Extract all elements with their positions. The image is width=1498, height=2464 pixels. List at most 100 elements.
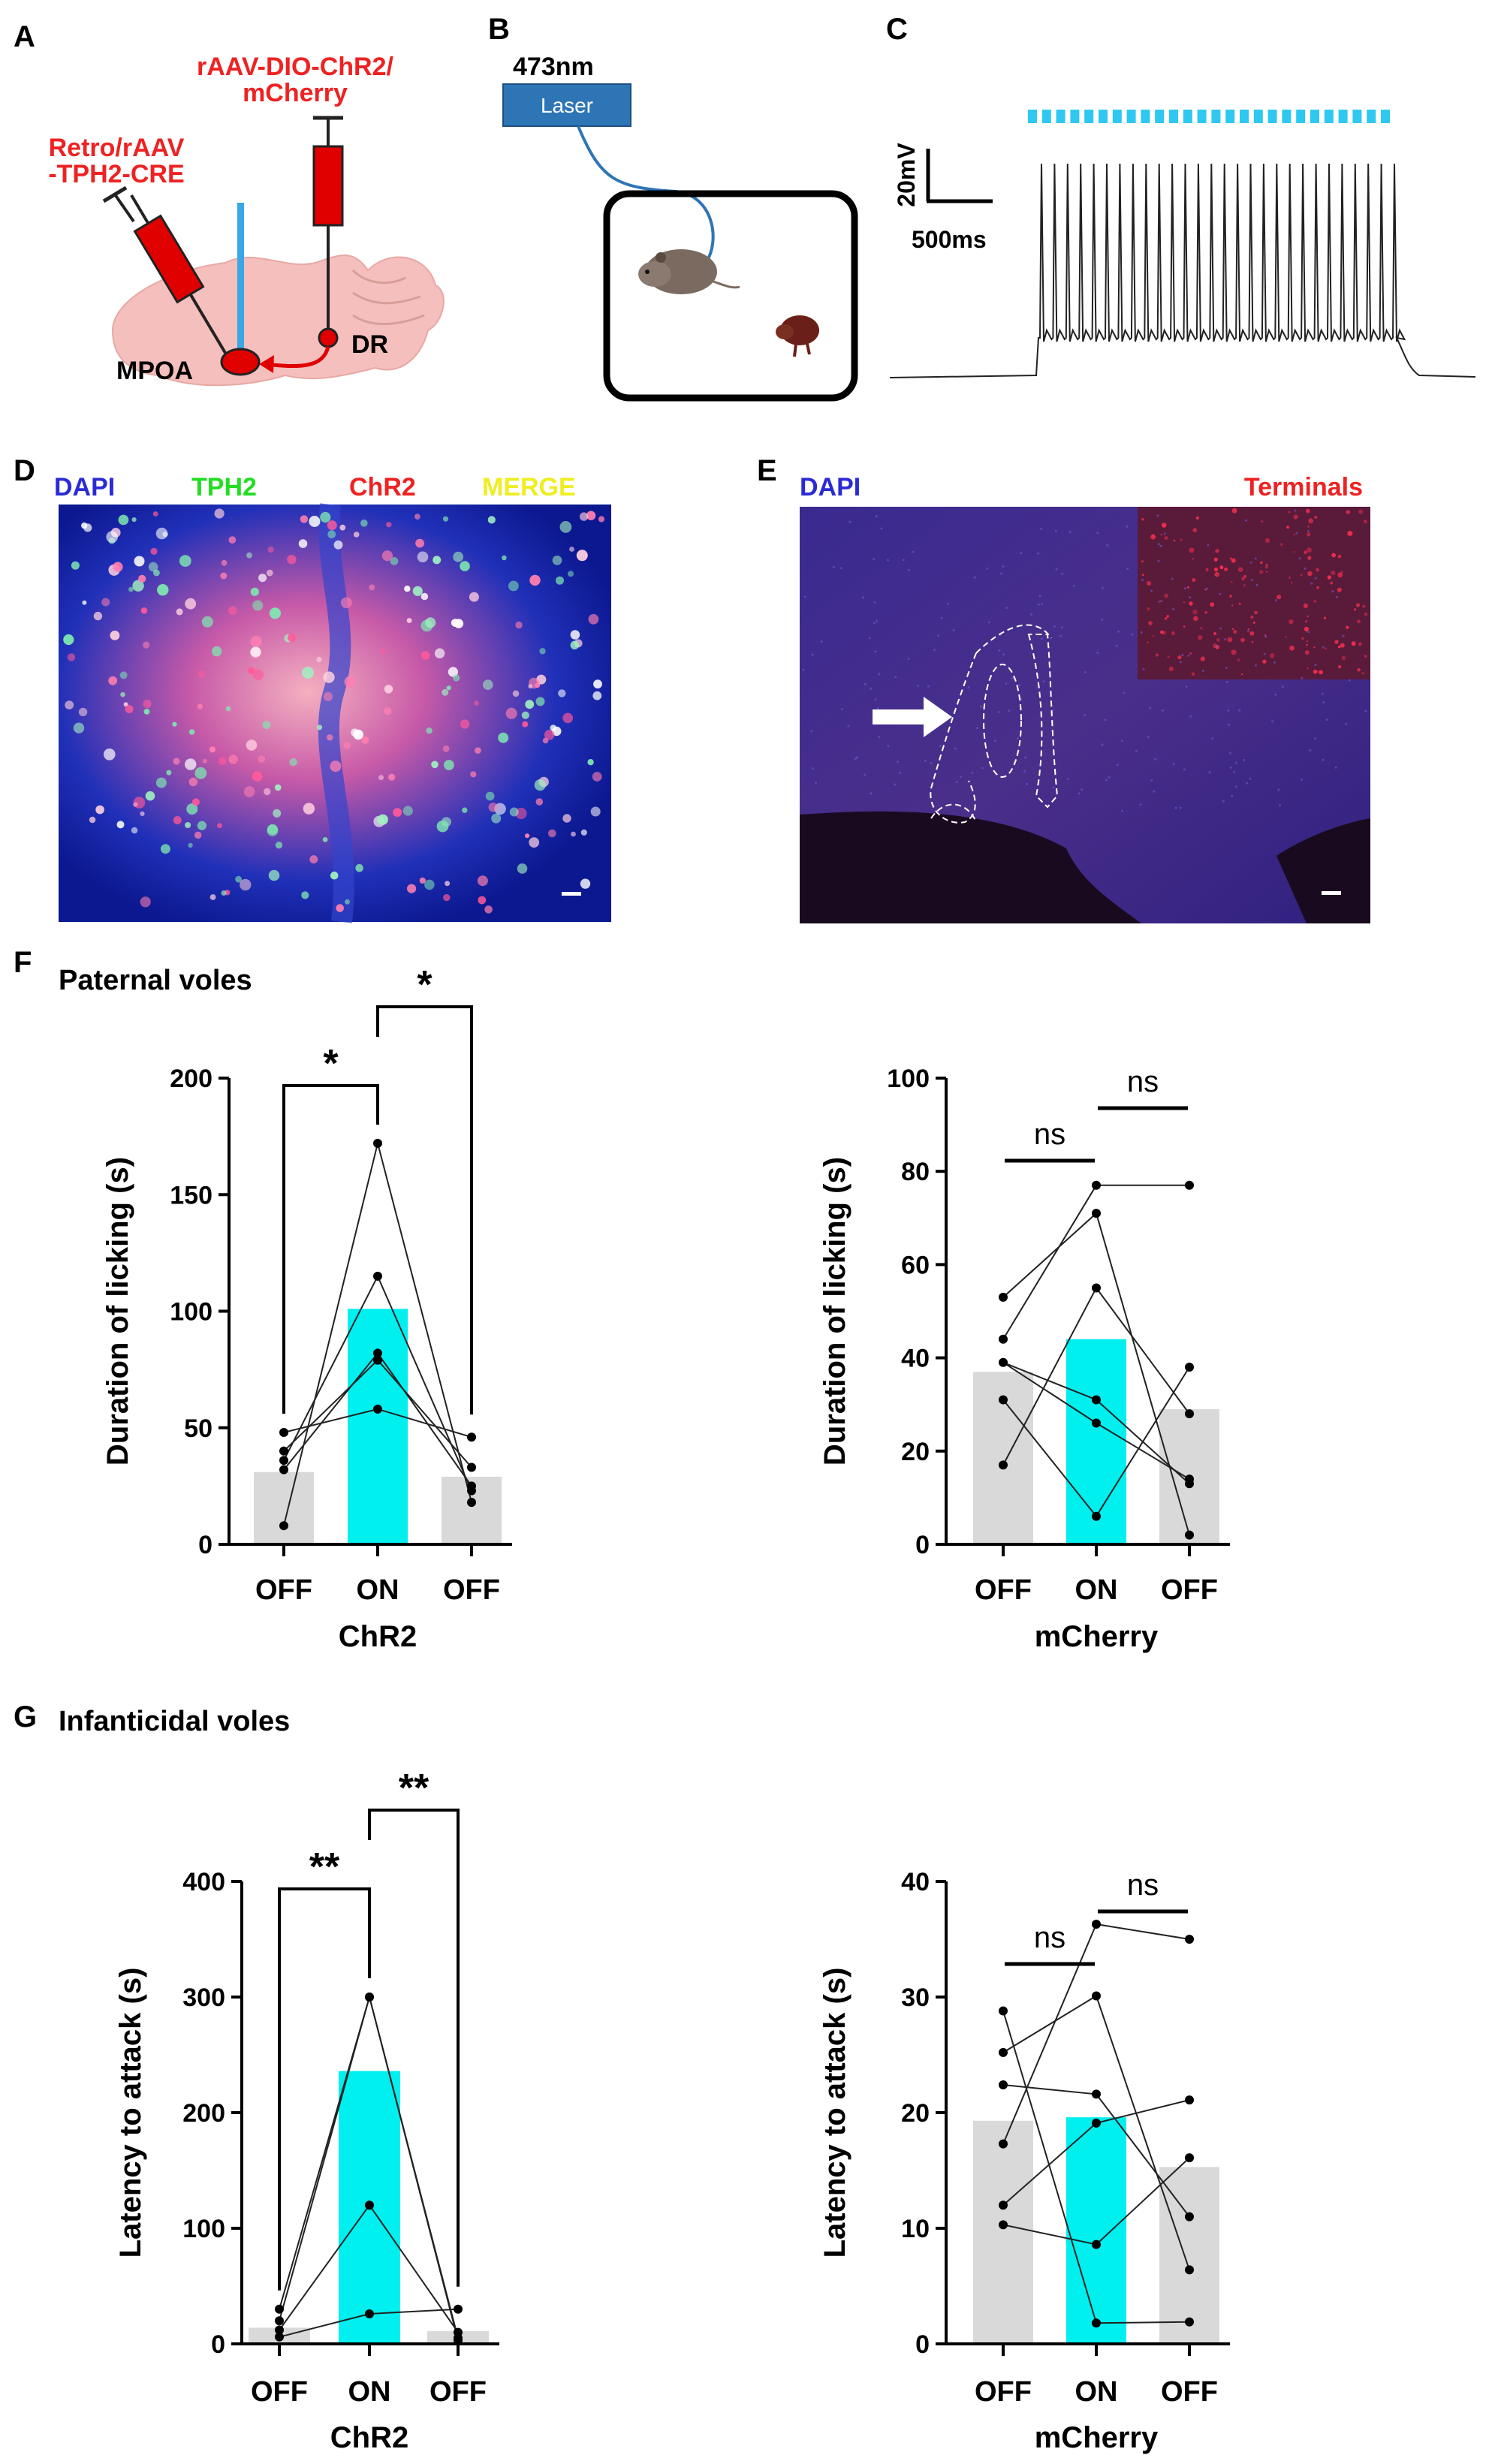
nucleus-dot bbox=[894, 783, 897, 786]
laser-pulse bbox=[1112, 110, 1122, 123]
nucleus-dot bbox=[855, 756, 858, 759]
terminal-punctum bbox=[1147, 607, 1150, 611]
location-arrow-icon bbox=[873, 697, 952, 737]
cell-body bbox=[558, 689, 566, 697]
nucleus-dot bbox=[1078, 792, 1081, 795]
terminal-punctum bbox=[1224, 567, 1228, 571]
significance-bracket bbox=[282, 1084, 379, 1414]
data-point bbox=[999, 1395, 1008, 1405]
cell-body bbox=[197, 670, 206, 678]
cell-body bbox=[228, 755, 238, 764]
terminal-punctum bbox=[1304, 650, 1310, 655]
nucleus-dot bbox=[924, 759, 927, 762]
y-tick-label: 100 bbox=[170, 1298, 212, 1327]
scale-time-label: 500ms bbox=[912, 226, 987, 253]
terminal-punctum bbox=[1164, 536, 1168, 540]
terminal-punctum bbox=[1195, 516, 1200, 520]
y-axis-label: Duration of licking (s) bbox=[101, 1157, 134, 1465]
nucleus-dot bbox=[1342, 634, 1345, 637]
terminal-punctum bbox=[1316, 670, 1319, 673]
cell-body bbox=[478, 896, 487, 905]
cell-body bbox=[246, 740, 258, 751]
nucleus-dot bbox=[1183, 587, 1186, 590]
cell-body bbox=[488, 803, 498, 812]
laser-pulse bbox=[1282, 110, 1292, 123]
y-tick-label: 200 bbox=[182, 2099, 225, 2128]
nucleus-dot bbox=[1053, 625, 1056, 628]
terminal-punctum bbox=[1230, 580, 1233, 583]
nucleus-dot bbox=[1154, 758, 1156, 761]
cell-body bbox=[128, 586, 134, 592]
laser-pulse bbox=[1155, 110, 1165, 123]
terminal-punctum bbox=[1205, 568, 1209, 572]
cell-body bbox=[380, 649, 386, 655]
panel-letter-g: G bbox=[14, 1700, 37, 1734]
nucleus-dot bbox=[1364, 709, 1367, 712]
nucleus-dot bbox=[1117, 630, 1120, 633]
nucleus-dot bbox=[1121, 809, 1123, 812]
nucleus-dot bbox=[998, 649, 1001, 652]
cell-body bbox=[162, 532, 168, 538]
y-tick-label: 400 bbox=[182, 1868, 225, 1896]
nucleus-dot bbox=[981, 767, 984, 770]
x-axis-label: ChR2 bbox=[330, 2421, 408, 2454]
data-point bbox=[1185, 1530, 1194, 1540]
nucleus-dot bbox=[1185, 685, 1188, 688]
nucleus-dot bbox=[1020, 552, 1023, 555]
data-point bbox=[999, 2047, 1008, 2057]
nucleus-dot bbox=[1059, 634, 1062, 637]
panel-letter-e: E bbox=[757, 454, 777, 487]
data-point bbox=[373, 1348, 382, 1358]
data-point bbox=[373, 1138, 382, 1148]
cell-body bbox=[388, 773, 396, 781]
nucleus-dot bbox=[1233, 770, 1236, 773]
terminal-punctum bbox=[1173, 539, 1176, 542]
nucleus-dot bbox=[840, 708, 843, 711]
data-point bbox=[999, 2200, 1008, 2210]
terminal-punctum bbox=[1252, 621, 1255, 624]
cell-body bbox=[562, 814, 571, 823]
nucleus-dot bbox=[907, 658, 910, 660]
cell-body bbox=[145, 791, 155, 801]
nucleus-dot bbox=[1135, 749, 1138, 752]
nucleus-dot bbox=[1104, 718, 1107, 721]
x-tick-label: ON bbox=[357, 1574, 399, 1606]
nucleus-dot bbox=[1208, 771, 1211, 774]
laser-pulse bbox=[1367, 110, 1376, 123]
channel-label-chr2: ChR2 bbox=[349, 473, 416, 502]
cell-body bbox=[303, 803, 315, 815]
data-point bbox=[1092, 2240, 1101, 2249]
cell-body bbox=[316, 656, 322, 663]
nucleus-dot bbox=[1038, 595, 1041, 598]
cell-body bbox=[498, 732, 509, 743]
laser-pulse bbox=[1240, 110, 1249, 123]
scale-voltage-label: 20mV bbox=[893, 143, 920, 207]
terminal-punctum bbox=[1160, 533, 1162, 536]
nucleus-dot bbox=[854, 758, 857, 761]
cell-body bbox=[212, 646, 222, 657]
cell-body bbox=[502, 555, 507, 561]
laser-pulse bbox=[1225, 110, 1235, 123]
terminal-punctum bbox=[1187, 586, 1190, 589]
terminal-punctum bbox=[1258, 570, 1264, 574]
nucleus-dot bbox=[937, 634, 940, 637]
terminal-punctum bbox=[1340, 571, 1343, 574]
nucleus-dot bbox=[862, 596, 864, 599]
cell-body bbox=[442, 745, 450, 752]
nucleus-dot bbox=[997, 711, 1000, 713]
cell-body bbox=[386, 522, 392, 528]
cell-body bbox=[82, 600, 87, 605]
ventricle-dark bbox=[800, 811, 1141, 923]
nucleus-dot bbox=[875, 515, 878, 518]
laser-box bbox=[502, 83, 631, 127]
x-tick-label: ON bbox=[348, 2376, 391, 2408]
terminal-punctum bbox=[1200, 627, 1203, 630]
nucleus-dot bbox=[1040, 602, 1043, 605]
significance-label: * bbox=[323, 1042, 339, 1086]
cell-body bbox=[384, 706, 392, 715]
cell-body bbox=[470, 771, 477, 778]
cell-body bbox=[327, 734, 333, 741]
cell-body bbox=[570, 630, 580, 640]
nucleus-dot bbox=[1273, 661, 1276, 664]
nucleus-dot bbox=[1005, 607, 1008, 610]
